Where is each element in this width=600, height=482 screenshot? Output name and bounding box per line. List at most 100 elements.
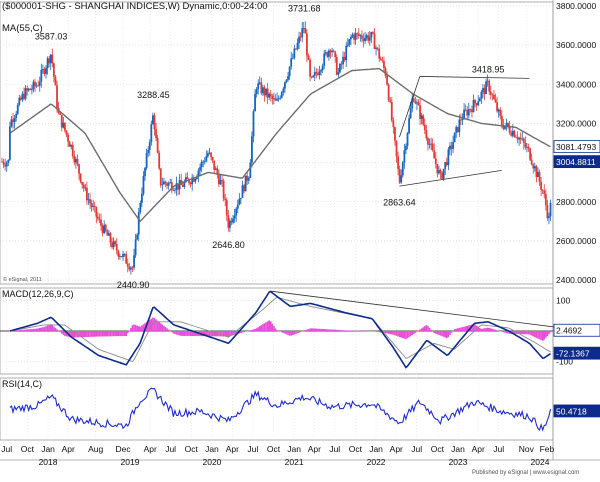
candle-body <box>379 58 382 61</box>
macd-hist-bar <box>488 327 491 331</box>
macd-hist-bar <box>244 331 247 332</box>
candle-body <box>62 122 65 128</box>
candle-body <box>500 115 503 125</box>
candle-body <box>354 33 357 40</box>
candle-body <box>510 132 513 136</box>
candle-body <box>293 48 296 58</box>
pivot-label: 2440.90 <box>117 280 150 290</box>
x-month-label: Oct <box>349 444 363 454</box>
candle-body <box>167 182 170 186</box>
candle-body <box>90 203 93 207</box>
macd-hist-bar <box>139 326 142 331</box>
macd-hist-bar <box>519 331 522 335</box>
candle-body <box>268 93 271 98</box>
rsi-label: RSI(14,C) <box>2 379 42 389</box>
candle-body <box>54 76 57 86</box>
candle-body <box>118 256 121 257</box>
macd-hist-bar <box>310 328 313 331</box>
macd-hist-bar <box>309 328 311 331</box>
candle-body <box>361 35 363 39</box>
macd-hist-bar <box>362 330 365 332</box>
macd-hist-bar <box>155 319 157 331</box>
candle-body <box>296 42 299 50</box>
macd-hist-bar <box>446 331 448 339</box>
macd-hist-bar <box>136 325 138 331</box>
macd-hist-bar <box>38 327 41 331</box>
macd-hist-bar <box>279 331 282 332</box>
macd-hist-bar <box>449 331 451 336</box>
macd-value-box <box>553 346 600 360</box>
candle-body <box>282 88 285 93</box>
macd-hist-bar <box>53 326 55 331</box>
macd-hist-bar <box>202 331 204 337</box>
macd-hist-bar <box>60 331 63 334</box>
candle-body <box>232 218 234 223</box>
candle-body <box>337 72 340 75</box>
candle-body <box>422 115 425 125</box>
macd-hist-bar <box>541 331 544 341</box>
candle-body <box>397 156 399 170</box>
macd-hist-bar <box>285 331 288 335</box>
macd-hist-bar <box>161 324 164 331</box>
candle-body <box>464 109 467 111</box>
candle-body <box>161 184 164 186</box>
candle-body <box>18 97 21 105</box>
candle-body <box>246 175 249 181</box>
candle-body <box>45 68 47 74</box>
candle-body <box>522 138 525 144</box>
candle-body <box>438 170 440 174</box>
macd-hist-bar <box>185 331 187 336</box>
macd-hist-bar <box>379 331 382 333</box>
candle-body <box>92 205 95 207</box>
candle-body <box>249 162 252 178</box>
macd-hist-bar <box>372 331 374 332</box>
x-month-label: Apr <box>472 444 485 454</box>
candle-body <box>150 124 153 142</box>
candle-body <box>122 254 124 258</box>
macd-hist-bar <box>340 330 343 331</box>
macd-hist-bar <box>235 331 237 335</box>
x-month-label: Jan <box>369 444 383 454</box>
candle-body <box>433 150 436 159</box>
candle-body <box>387 84 390 101</box>
candle-body <box>518 137 520 140</box>
macd-hist-bar <box>390 331 393 335</box>
x-month-label: Apr <box>226 444 239 454</box>
candle-body <box>301 28 304 38</box>
price-value-box <box>553 140 600 154</box>
macd-hist-bar <box>293 331 296 335</box>
candle-body <box>408 118 410 134</box>
macd-hist-bar <box>441 331 443 337</box>
macd-hist-bar <box>367 330 370 332</box>
macd-hist-bar <box>486 327 489 331</box>
candle-body <box>23 93 25 99</box>
macd-hist-bar <box>243 331 245 333</box>
macd-hist-bar <box>172 331 175 334</box>
candle-body <box>15 113 18 118</box>
candle-body <box>411 98 414 109</box>
macd-hist-bar <box>515 331 517 334</box>
macd-hist-bar <box>317 328 319 331</box>
candle-body <box>196 176 198 179</box>
candle-body <box>346 44 349 47</box>
candle-body <box>390 101 393 121</box>
x-month-label: Jul <box>247 444 258 454</box>
candle-body <box>29 88 32 90</box>
macd-hist-bar <box>73 331 76 338</box>
macd-hist-bar <box>460 327 462 331</box>
candle-body <box>30 89 33 91</box>
candle-body <box>505 122 508 126</box>
candle-body <box>365 35 368 38</box>
macd-hist-bar <box>268 320 271 331</box>
candle-body <box>164 181 167 184</box>
candle-body <box>40 70 43 82</box>
candle-body <box>312 75 315 78</box>
macd-hist-bar <box>298 331 300 333</box>
macd-hist-bar <box>251 329 253 331</box>
candle-body <box>546 205 549 219</box>
macd-value-label: -72.1367 <box>556 349 590 359</box>
macd-hist-bar <box>260 325 263 331</box>
macd-hist-bar <box>257 327 260 331</box>
macd-hist-bar <box>86 331 88 337</box>
candle-body <box>298 36 300 43</box>
